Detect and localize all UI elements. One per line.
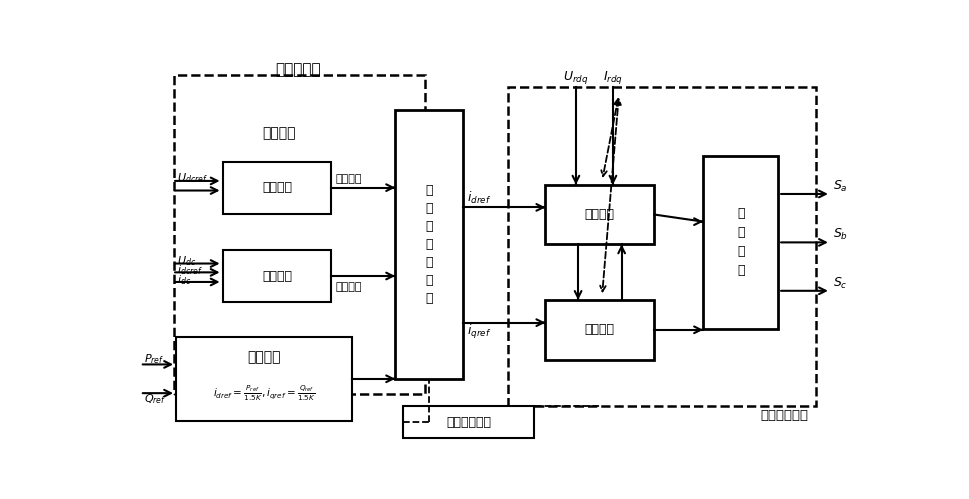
Text: $S_c$: $S_c$ [833,275,848,291]
Text: $S_a$: $S_a$ [833,179,848,194]
Text: $i_{dref}=\frac{P_{ref}}{1.5K},i_{qref}=\frac{Q_{ref}}{1.5K}$: $i_{dref}=\frac{P_{ref}}{1.5K},i_{qref}=… [213,383,316,403]
Bar [173,75,425,394]
Text: 恒压控制: 恒压控制 [335,174,361,184]
Text: $Q_{ref}$: $Q_{ref}$ [143,392,166,406]
Bar [176,336,353,421]
Bar [508,87,816,406]
Bar [546,300,654,360]
Text: 充电模式: 充电模式 [262,126,296,140]
Text: 恒流控制: 恒流控制 [335,282,361,292]
Text: 内环模型预测: 内环模型预测 [761,409,808,422]
Text: 滚
动
优
化: 滚 动 优 化 [737,208,744,277]
Text: $i_{dcref}$: $i_{dcref}$ [177,263,203,277]
Text: 充
放
电
模
式
选
择: 充 放 电 模 式 选 择 [425,184,433,305]
Text: $i_{dref}$: $i_{dref}$ [466,190,490,206]
Text: $U_{rdq}$: $U_{rdq}$ [563,69,589,86]
Bar [395,110,463,379]
Text: 反馈校正: 反馈校正 [585,323,615,336]
Text: $i_{qref}$: $i_{qref}$ [466,323,490,341]
Text: 在线参数辨识: 在线参数辨识 [446,416,491,429]
Text: $P_{ref}$: $P_{ref}$ [143,352,164,366]
Text: $i_{dc}$: $i_{dc}$ [177,273,192,287]
Text: 放电模式: 放电模式 [247,351,281,365]
Text: 外环控制器: 外环控制器 [275,62,321,77]
Text: $U_{dcref}$: $U_{dcref}$ [177,171,208,185]
Text: 反推控制: 反推控制 [262,269,292,282]
Text: $I_{rdq}$: $I_{rdq}$ [603,69,623,86]
Bar [223,250,331,302]
Text: $U_{dc}$: $U_{dc}$ [177,254,197,268]
Bar [403,406,534,438]
Bar [703,156,778,329]
Text: 模型预测: 模型预测 [585,208,615,221]
Bar [546,185,654,245]
Bar [223,162,331,214]
Text: 反推控制: 反推控制 [262,181,292,194]
Text: $S_b$: $S_b$ [833,227,848,242]
